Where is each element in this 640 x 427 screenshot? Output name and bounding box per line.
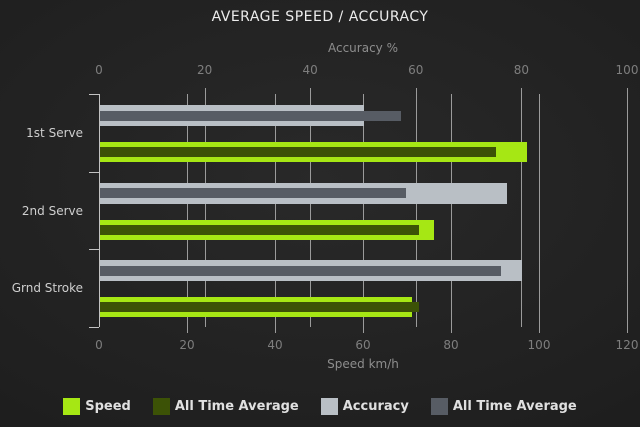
top-axis-title: Accuracy %: [327, 41, 398, 55]
legend-label: All Time Average: [174, 399, 299, 414]
bottom-axis-tick-label: 100: [527, 338, 551, 352]
bottom-axis-tick-label: 20: [179, 338, 195, 352]
bar-accuracy-alltime-average: [100, 110, 401, 121]
category-axis-tick: [89, 94, 99, 95]
top-axis-tick-label: 60: [408, 63, 424, 77]
legend-label: Accuracy: [342, 399, 409, 414]
legend-swatch: [430, 398, 448, 415]
gridline-speed: [187, 94, 188, 333]
plot-area: [89, 88, 628, 333]
category-axis-tick: [89, 327, 99, 328]
legend-item: Speed: [63, 398, 131, 415]
chart-legend: Speed All Time Average Accuracy All Time Av…: [0, 398, 640, 415]
top-axis-tick-label: 80: [513, 63, 530, 77]
bottom-axis-tick-label: 120: [615, 338, 639, 352]
legend-label: All Time Average: [452, 399, 577, 414]
legend-swatch: [152, 398, 170, 415]
top-axis-tick-label: 40: [302, 63, 318, 77]
legend-item: All Time Average: [152, 398, 299, 415]
bar-accuracy-alltime-average: [100, 188, 407, 199]
legend-item: Accuracy: [320, 398, 409, 415]
bottom-axis-tick-label: 80: [443, 338, 459, 352]
bar-speed-alltime-average: [100, 224, 419, 235]
gridline-speed: [627, 94, 628, 333]
gridline-speed: [363, 94, 364, 333]
gridline-speed: [275, 94, 276, 333]
gridline-accuracy: [310, 88, 312, 327]
top-axis-tick-label: 20: [196, 63, 213, 77]
bottom-axis-tick-label: 0: [95, 338, 103, 352]
bar-accuracy-alltime-average: [100, 265, 502, 276]
bottom-axis-tick-label: 40: [267, 338, 283, 352]
legend-swatch: [63, 398, 81, 415]
gridline-accuracy: [521, 88, 523, 327]
bar-speed-alltime-average: [100, 302, 419, 313]
top-axis-tick-label: 100: [615, 63, 639, 77]
legend-swatch: [320, 398, 338, 415]
top-axis-tick-label: 0: [95, 63, 103, 77]
category-axis-line: [99, 94, 100, 327]
category-label: Grnd Stroke: [11, 281, 83, 296]
chart-title: AVERAGE SPEED / ACCURACY: [211, 9, 429, 25]
gridline-speed: [539, 94, 540, 333]
bottom-axis-title: Speed km/h: [327, 357, 399, 371]
gridline-accuracy: [415, 88, 417, 327]
gridline-accuracy: [204, 88, 206, 327]
bottom-axis-tick-label: 60: [355, 338, 371, 352]
legend-item: All Time Average: [430, 398, 577, 415]
legend-label: Speed: [85, 399, 131, 414]
bar-speed-alltime-average: [100, 147, 496, 157]
category-label: 1st Serve: [26, 125, 83, 140]
category-axis-tick: [89, 249, 99, 251]
category-axis-tick: [89, 171, 99, 173]
category-label: 2nd Serve: [21, 203, 83, 218]
gridline-speed: [451, 94, 452, 333]
